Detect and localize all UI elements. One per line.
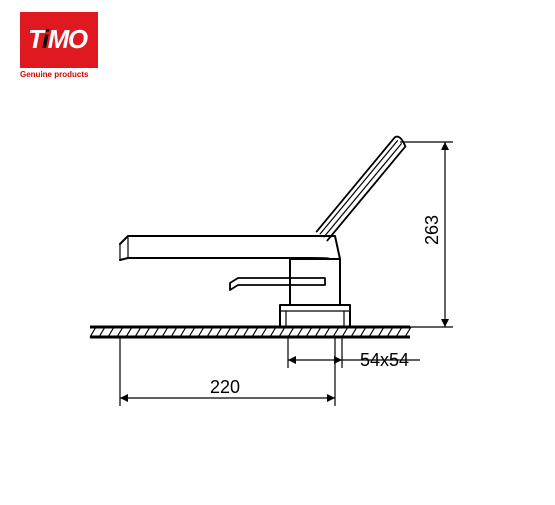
- technical-diagram: 263 220 54x54: [0, 0, 555, 505]
- svg-text:54x54: 54x54: [360, 350, 409, 370]
- svg-text:220: 220: [210, 377, 240, 397]
- svg-text:263: 263: [422, 215, 442, 245]
- stage: TiMO Genuine products 26322054x54: [0, 0, 555, 505]
